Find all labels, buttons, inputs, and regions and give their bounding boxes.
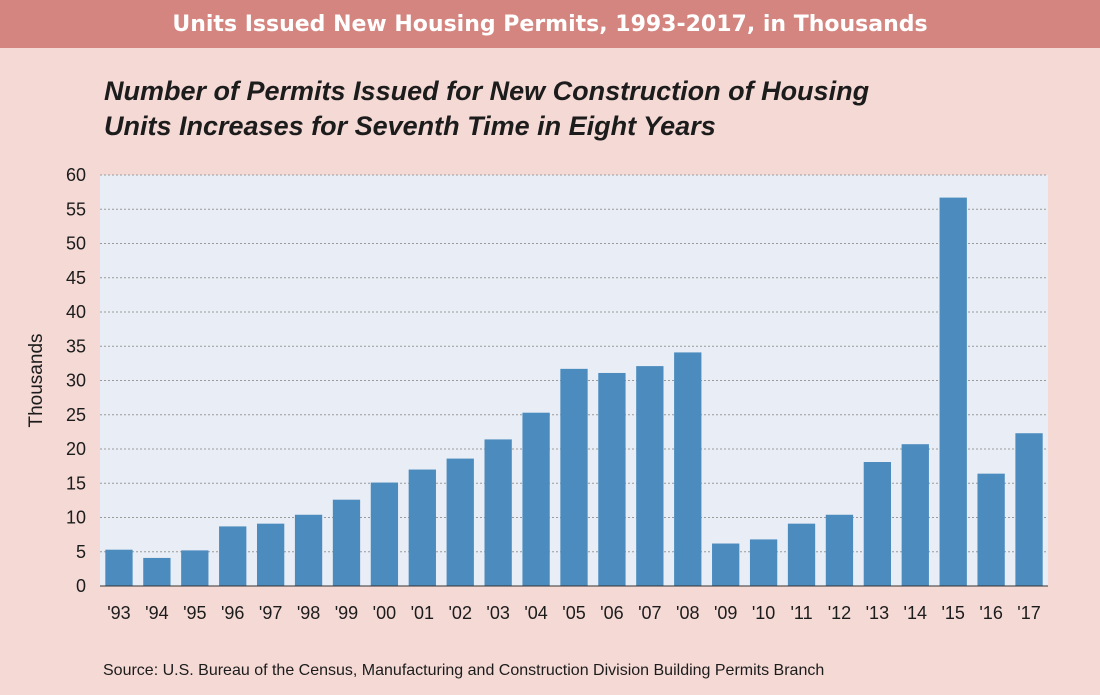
x-tick-label: '03 [486,603,509,623]
bar [749,539,778,586]
bar [446,458,474,586]
bar [105,549,133,586]
bar [977,473,1005,586]
y-tick-label: 25 [66,405,86,425]
x-tick-label: '17 [1017,603,1040,623]
x-tick-label: '96 [221,603,244,623]
chart-subtitle: Number of Permits Issued for New Constru… [104,74,1004,144]
bar [825,514,854,586]
x-tick-label: '97 [259,603,282,623]
bar [901,444,929,586]
bar [636,366,664,586]
x-tick-label: '06 [600,603,623,623]
y-tick-label: 0 [76,576,86,596]
x-tick-label: '08 [676,603,699,623]
x-tick-label: '15 [941,603,964,623]
bar [408,469,436,586]
y-axis-ticks: 0 5 10 15 20 25 30 35 40 45 50 55 60 [66,165,86,596]
bar [332,499,361,586]
y-tick-label: 40 [66,302,86,322]
y-tick-label: 30 [66,371,86,391]
x-tick-label: '00 [373,603,396,623]
x-tick-label: '16 [979,603,1002,623]
x-axis-ticks: '93 '94 '95 '96 '97 '98 '99 '00 '01 '02 '03 '04 '05 '… [107,603,1041,623]
x-tick-label: '09 [714,603,737,623]
bar [219,526,247,586]
y-tick-label: 20 [66,439,86,459]
bar [143,557,171,586]
x-tick-label: '07 [638,603,661,623]
bar [712,543,740,586]
x-tick-label: '94 [145,603,168,623]
bars [105,197,1043,587]
x-tick-label: '05 [562,603,585,623]
y-tick-label: 60 [66,165,86,185]
bar [181,550,209,586]
y-axis-label: Thousands [26,333,47,427]
chart-subtitle-line-2: Units Increases for Seventh Time in Eigh… [104,111,716,141]
x-tick-label: '99 [335,603,358,623]
bar [484,439,512,586]
bar [787,523,816,586]
x-tick-label: '13 [866,603,889,623]
x-tick-label: '01 [411,603,434,623]
y-tick-label: 50 [66,234,86,254]
bar [863,462,892,586]
bar [939,197,967,587]
bar [674,352,702,586]
y-tick-label: 5 [76,542,86,562]
x-tick-label: '93 [107,603,130,623]
x-tick-label: '98 [297,603,320,623]
y-tick-label: 35 [66,336,86,356]
y-tick-label: 10 [66,508,86,528]
x-tick-label: '95 [183,603,206,623]
x-tick-label: '11 [790,603,812,623]
bar [256,523,285,586]
x-tick-label: '14 [904,603,927,623]
x-tick-label: '02 [449,603,472,623]
bar [560,368,588,586]
bar [294,514,323,586]
banner-title: Units Issued New Housing Permits, 1993-2… [0,0,1100,48]
y-tick-label: 45 [66,268,86,288]
y-tick-label: 55 [66,199,86,219]
bar [1015,433,1043,586]
x-tick-label: '10 [752,603,775,623]
bar-chart: 0 5 10 15 20 25 30 35 40 45 50 55 60 '93 '94 '95 '96 '97… [26,165,1048,623]
bar [598,372,626,586]
x-tick-label: '12 [828,603,851,623]
bar [522,412,550,586]
source-note: Source: U.S. Bureau of the Census, Manuf… [103,662,825,679]
chart-subtitle-line-1: Number of Permits Issued for New Constru… [104,76,870,106]
y-tick-label: 15 [66,473,86,493]
bar [370,482,399,586]
x-tick-label: '04 [524,603,547,623]
